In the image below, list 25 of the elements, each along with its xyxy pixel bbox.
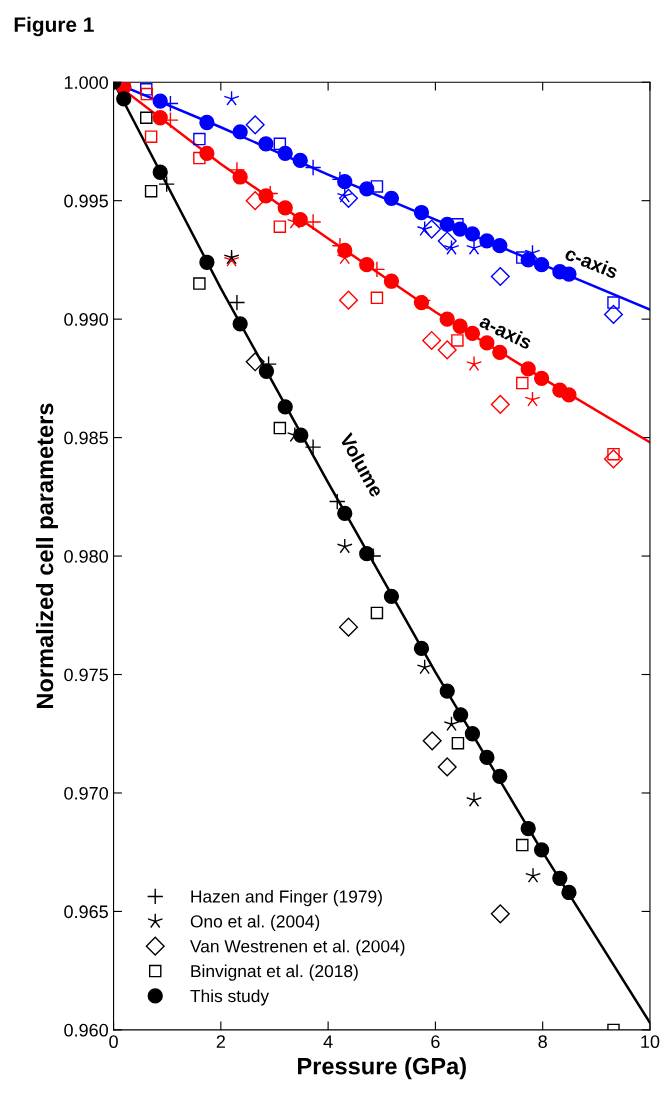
y-tick-label: 0.960 — [64, 1023, 108, 1037]
y-tick-label: 0.965 — [64, 905, 108, 919]
y-tick-label: 0.985 — [64, 431, 108, 445]
x-tick-label: 8 — [538, 1035, 547, 1049]
y-tick-label: 1.000 — [64, 76, 108, 89]
y-tick-label: 0.995 — [64, 194, 108, 208]
y-axis-title: Normalized cell parameters — [35, 403, 58, 709]
x-tick-label: 6 — [431, 1035, 440, 1049]
x-tick-label: 0 — [109, 1035, 118, 1049]
annotation: a-axis — [478, 313, 534, 350]
x-tick-label: 2 — [216, 1035, 225, 1048]
y-tick-label: 0.990 — [64, 313, 108, 326]
legend-label: Hazen and Finger (1979) — [191, 889, 382, 907]
legend-label: Ono et al. (2004) — [190, 914, 320, 931]
y-tick-label: 0.970 — [64, 786, 108, 800]
x-tick-label: 4 — [323, 1035, 333, 1048]
y-tick-label: 0.975 — [64, 668, 108, 682]
annotation: c-axis — [564, 245, 620, 280]
legend-label: Binvignat et al. (2018) — [191, 964, 358, 981]
x-tick-label: 10 — [641, 1035, 660, 1049]
y-tick-label: 0.980 — [64, 549, 108, 563]
legend-label: Van Westrenen et al. (2004) — [190, 939, 405, 956]
chart-title: Figure 1 — [14, 16, 94, 37]
legend-label: This study — [190, 989, 270, 1006]
x-axis-title: Pressure (GPa) — [298, 1057, 466, 1080]
